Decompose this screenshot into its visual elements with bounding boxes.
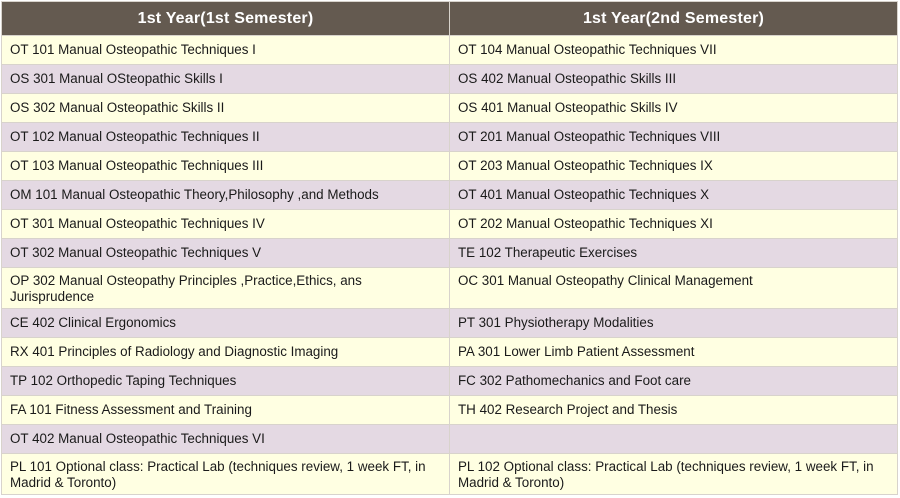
table-row: CE 402 Clinical Ergonomics PT 301 Physio… <box>1 308 898 338</box>
course-cell-2nd-semester: OT 201 Manual Osteopathic Techniques VII… <box>449 122 898 152</box>
course-cell-1st-semester: CE 402 Clinical Ergonomics <box>1 308 450 338</box>
header-1st-semester: 1st Year(1st Semester) <box>1 1 450 36</box>
table-row: OS 301 Manual OSteopathic Skills I OS 40… <box>1 64 898 94</box>
course-cell-2nd-semester: TH 402 Research Project and Thesis <box>449 395 898 425</box>
table-row: FA 101 Fitness Assessment and Training T… <box>1 395 898 425</box>
course-cell-1st-semester: OT 101 Manual Osteopathic Techniques I <box>1 35 450 65</box>
table-row: OT 102 Manual Osteopathic Techniques II … <box>1 122 898 152</box>
table-row: OT 302 Manual Osteopathic Techniques V T… <box>1 238 898 268</box>
header-row: 1st Year(1st Semester) 1st Year(2nd Seme… <box>1 1 898 36</box>
table-header: 1st Year(1st Semester) 1st Year(2nd Seme… <box>1 1 898 36</box>
course-cell-1st-semester: FA 101 Fitness Assessment and Training <box>1 395 450 425</box>
course-cell-2nd-semester: OC 301 Manual Osteopathy Clinical Manage… <box>449 267 898 309</box>
table-row: OT 101 Manual Osteopathic Techniques I O… <box>1 35 898 65</box>
course-cell-2nd-semester: OS 401 Manual Osteopathic Skills IV <box>449 93 898 123</box>
course-cell-2nd-semester: OT 202 Manual Osteopathic Techniques XI <box>449 209 898 239</box>
course-cell-1st-semester: OS 301 Manual OSteopathic Skills I <box>1 64 450 94</box>
course-cell-1st-semester: OP 302 Manual Osteopathy Principles ,Pra… <box>1 267 450 309</box>
course-cell-1st-semester: TP 102 Orthopedic Taping Techniques <box>1 366 450 396</box>
course-cell-2nd-semester: TE 102 Therapeutic Exercises <box>449 238 898 268</box>
course-cell-2nd-semester: PT 301 Physiotherapy Modalities <box>449 308 898 338</box>
course-cell-1st-semester: OT 302 Manual Osteopathic Techniques V <box>1 238 450 268</box>
course-cell-1st-semester: OS 302 Manual Osteopathic Skills II <box>1 93 450 123</box>
course-cell-2nd-semester: OT 401 Manual Osteopathic Techniques X <box>449 180 898 210</box>
table-row: PL 101 Optional class: Practical Lab (te… <box>1 453 898 495</box>
course-cell-2nd-semester: FC 302 Pathomechanics and Foot care <box>449 366 898 396</box>
course-cell-1st-semester: OM 101 Manual Osteopathic Theory,Philoso… <box>1 180 450 210</box>
header-2nd-semester: 1st Year(2nd Semester) <box>449 1 898 36</box>
course-cell-2nd-semester: OT 203 Manual Osteopathic Techniques IX <box>449 151 898 181</box>
table-row: RX 401 Principles of Radiology and Diagn… <box>1 337 898 367</box>
course-cell-1st-semester: OT 102 Manual Osteopathic Techniques II <box>1 122 450 152</box>
course-cell-1st-semester: RX 401 Principles of Radiology and Diagn… <box>1 337 450 367</box>
course-cell-2nd-semester: PL 102 Optional class: Practical Lab (te… <box>449 453 898 495</box>
table-row: OP 302 Manual Osteopathy Principles ,Pra… <box>1 267 898 309</box>
course-cell-1st-semester: OT 103 Manual Osteopathic Techniques III <box>1 151 450 181</box>
table-row: OM 101 Manual Osteopathic Theory,Philoso… <box>1 180 898 210</box>
table-row: TP 102 Orthopedic Taping Techniques FC 3… <box>1 366 898 396</box>
course-cell-2nd-semester: OS 402 Manual Osteopathic Skills III <box>449 64 898 94</box>
table-body: OT 101 Manual Osteopathic Techniques I O… <box>1 35 898 495</box>
table-row: OT 103 Manual Osteopathic Techniques III… <box>1 151 898 181</box>
course-cell-2nd-semester: OT 104 Manual Osteopathic Techniques VII <box>449 35 898 65</box>
course-cell-2nd-semester <box>449 424 898 454</box>
table-row: OT 402 Manual Osteopathic Techniques VI <box>1 424 898 454</box>
table-row: OS 302 Manual Osteopathic Skills II OS 4… <box>1 93 898 123</box>
table-row: OT 301 Manual Osteopathic Techniques IV … <box>1 209 898 239</box>
course-cell-1st-semester: OT 301 Manual Osteopathic Techniques IV <box>1 209 450 239</box>
course-cell-1st-semester: OT 402 Manual Osteopathic Techniques VI <box>1 424 450 454</box>
course-cell-2nd-semester: PA 301 Lower Limb Patient Assessment <box>449 337 898 367</box>
course-cell-1st-semester: PL 101 Optional class: Practical Lab (te… <box>1 453 450 495</box>
